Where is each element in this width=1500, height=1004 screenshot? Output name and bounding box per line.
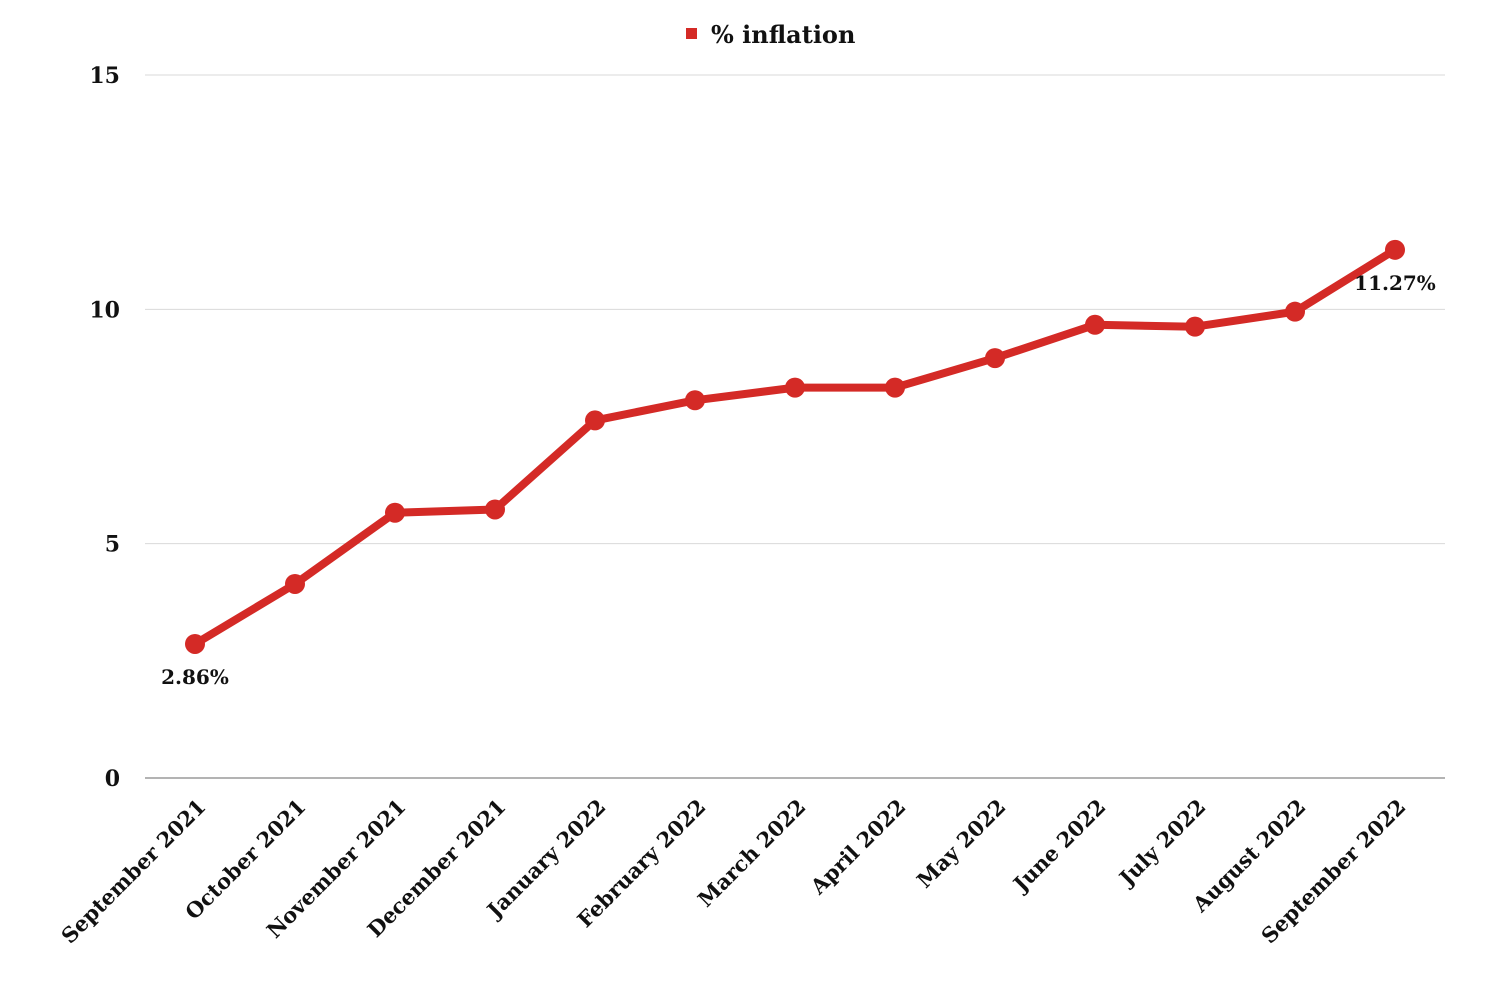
series-inflation	[185, 239, 1405, 654]
data-point	[1085, 314, 1105, 335]
y-tick-label: 0	[105, 766, 120, 792]
data-point	[785, 377, 805, 398]
data-point	[385, 502, 405, 523]
gridlines	[145, 74, 1445, 779]
data-label: 11.27%	[1354, 271, 1436, 295]
x-tick-label: May 2022	[912, 794, 1011, 893]
data-point	[885, 377, 905, 398]
data-point	[585, 410, 605, 431]
y-tick-label: 10	[89, 297, 120, 323]
data-point	[1185, 316, 1205, 337]
data-point	[485, 499, 505, 520]
legend-label-inflation: % inflation	[711, 20, 855, 49]
data-point	[985, 348, 1005, 369]
legend: % inflation	[686, 20, 855, 49]
y-axis: 0 5 10 15	[89, 63, 120, 792]
x-tick-label: June 2022	[1007, 794, 1111, 898]
data-point	[1285, 301, 1305, 322]
data-point	[1385, 239, 1405, 260]
legend-swatch-inflation	[686, 28, 697, 39]
data-label: 2.86%	[161, 665, 229, 689]
data-point	[185, 633, 205, 654]
x-tick-label: April 2022	[805, 794, 911, 900]
y-tick-label: 5	[105, 532, 120, 558]
data-labels: 2.86% 11.27%	[161, 271, 1436, 689]
data-point	[285, 573, 305, 594]
y-tick-label: 15	[89, 63, 120, 89]
x-tick-label: July 2022	[1113, 794, 1211, 892]
data-point	[685, 390, 705, 411]
x-tick-label: September 2021	[56, 794, 210, 948]
